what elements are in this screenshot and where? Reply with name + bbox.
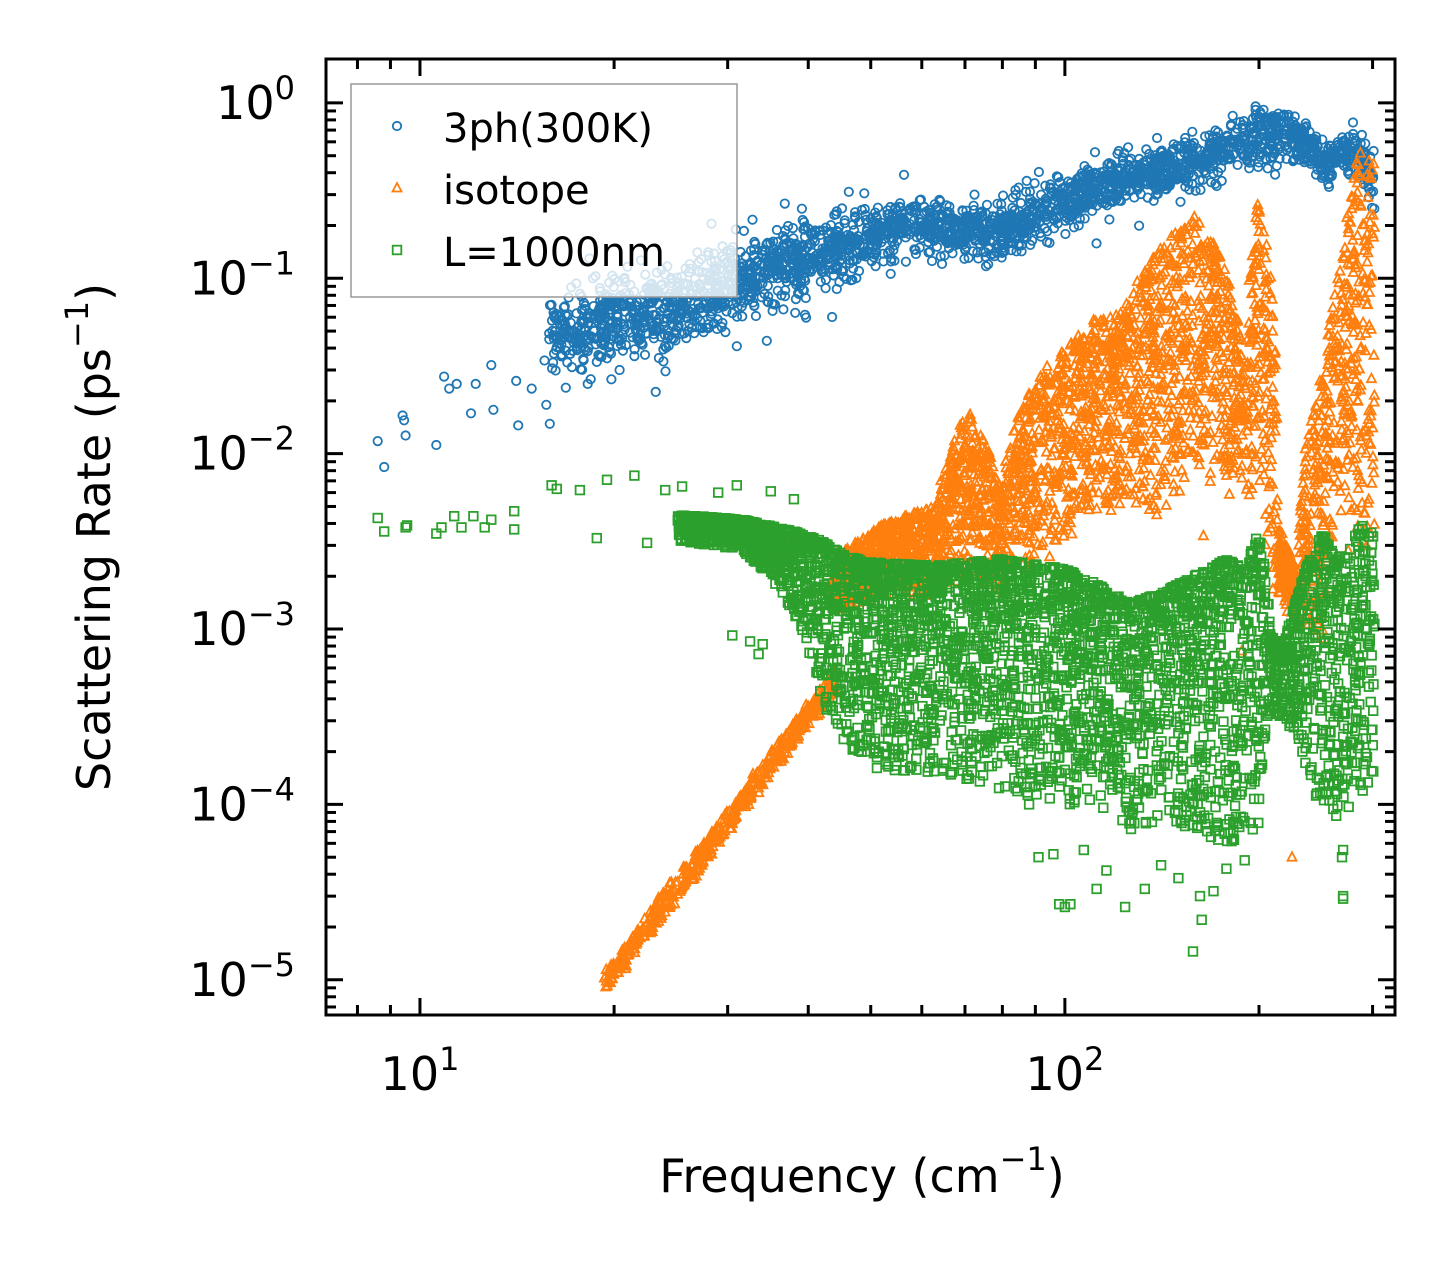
data-point (615, 339, 627, 350)
data-point (1141, 144, 1152, 155)
series-3ph-300k- (372, 101, 1380, 473)
data-point (737, 311, 748, 322)
data-point (815, 276, 826, 287)
data-point (843, 186, 854, 197)
data-point (1190, 185, 1201, 196)
data-point (1232, 159, 1243, 170)
data-point (617, 345, 629, 356)
data-point (1044, 237, 1055, 248)
data-point (1079, 213, 1090, 224)
data-point (1091, 238, 1102, 249)
data-point (1347, 117, 1359, 128)
data-point (1053, 172, 1064, 183)
data-point (826, 311, 838, 323)
data-point (790, 293, 802, 305)
data-point (1152, 132, 1163, 144)
data-point (641, 328, 652, 339)
data-point (849, 207, 861, 218)
data-point (859, 188, 870, 199)
data-point (1134, 220, 1145, 231)
data-point (560, 382, 571, 393)
data-point (660, 366, 671, 377)
data-point (1073, 220, 1084, 231)
data-point (1283, 109, 1294, 120)
data-point (1024, 186, 1036, 197)
data-point (639, 349, 651, 360)
data-point (926, 255, 938, 267)
data-point (1121, 164, 1132, 175)
plot-area (372, 101, 1381, 992)
data-point (900, 256, 912, 267)
data-point (689, 328, 700, 339)
data-point (972, 247, 983, 258)
data-point (1348, 132, 1359, 144)
data-point (779, 198, 790, 209)
data-point (762, 280, 773, 291)
data-point (797, 214, 808, 226)
data-point (1033, 166, 1045, 178)
data-point (841, 273, 852, 285)
